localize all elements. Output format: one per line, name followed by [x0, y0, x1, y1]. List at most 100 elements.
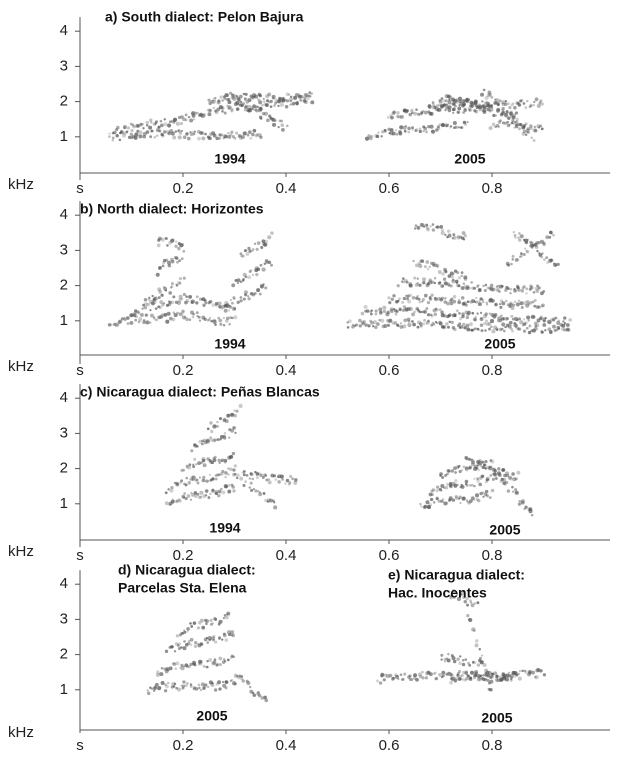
- spectrogram-dot: [494, 303, 498, 306]
- spectrogram-dot: [162, 302, 166, 305]
- spectrogram-dot: [209, 622, 213, 626]
- spectrogram-dot: [232, 95, 236, 99]
- spectrogram-dot: [534, 675, 539, 680]
- spectrogram-dot: [428, 280, 433, 285]
- spectrogram-dot: [528, 509, 533, 514]
- spectrogram-dot: [288, 481, 292, 484]
- spectrogram-dot: [243, 290, 248, 295]
- spectrogram-dot: [304, 93, 309, 97]
- spectrogram-dot: [229, 454, 234, 459]
- spectrogram-dot: [216, 420, 219, 424]
- spectrogram-dot: [483, 289, 487, 293]
- spectrogram-dot: [388, 318, 393, 323]
- y-tick-label: 2: [60, 93, 68, 110]
- spectrogram-dot: [228, 91, 233, 95]
- spectrogram-dot: [439, 499, 443, 503]
- spectrogram-dot: [143, 302, 148, 306]
- spectrogram-dot: [506, 102, 510, 106]
- spectrogram-dot: [137, 320, 141, 324]
- spectrogram-dot: [490, 95, 494, 99]
- spectrogram-dot: [563, 316, 567, 320]
- spectrogram-dot: [468, 499, 473, 504]
- spectrogram-dot: [438, 281, 442, 284]
- spectrogram-dot: [451, 102, 456, 106]
- spectrogram-dot: [521, 132, 526, 136]
- spectrogram-dot: [452, 272, 455, 275]
- spectrogram-dot: [256, 288, 261, 293]
- spectrogram-dot: [533, 326, 538, 331]
- spectrogram-dot: [196, 492, 200, 496]
- spectrogram-dot: [200, 682, 205, 687]
- spectrogram-dot: [111, 138, 115, 142]
- spectrogram-dot: [517, 502, 521, 506]
- spectrogram-dot: [407, 130, 411, 134]
- spectrogram-dot: [518, 327, 522, 331]
- x-tick-label: 0.2: [173, 547, 194, 564]
- spectrogram-dot: [514, 672, 517, 675]
- spectrogram-dot: [487, 321, 492, 326]
- spectrogram-dot: [220, 487, 223, 491]
- spectrogram-dot: [192, 118, 196, 121]
- spectrogram-dot: [540, 102, 544, 106]
- spectrogram-dot: [198, 476, 202, 479]
- spectrogram-dot: [529, 126, 533, 131]
- spectrogram-dot: [346, 326, 350, 329]
- spectrogram-dot: [256, 267, 261, 271]
- spectrogram-dot: [512, 477, 517, 482]
- spectrogram-dot: [461, 659, 465, 662]
- spectrogram-dot: [407, 322, 412, 328]
- spectrogram-dot: [176, 643, 180, 647]
- spectrogram-dot: [505, 673, 510, 678]
- spectrogram-dot: [470, 102, 475, 106]
- spectrogram-dot: [160, 667, 164, 670]
- spectrogram-dot: [451, 278, 455, 282]
- spectrogram-dot: [204, 683, 208, 687]
- spectrogram-dot: [548, 230, 553, 235]
- spectrogram-dot: [465, 286, 469, 291]
- spectrogram-dot: [460, 286, 465, 291]
- spectrogram-dot: [205, 622, 208, 626]
- spectrogram-dot: [243, 249, 247, 253]
- spectrogram-dot: [485, 101, 489, 105]
- spectrogram-dot: [474, 672, 479, 676]
- spectrogram-dot: [136, 129, 140, 133]
- spectrogram-dot: [129, 122, 133, 126]
- spectrogram-dot: [496, 102, 500, 106]
- spectrogram-dot: [230, 412, 235, 417]
- year-label: 2005: [454, 151, 485, 167]
- spectrogram-dot: [560, 327, 564, 331]
- spectrogram-dot: [430, 261, 434, 265]
- spectrogram-dot: [411, 126, 415, 130]
- spectrogram-dot: [261, 111, 266, 116]
- spectrogram-dot: [511, 258, 514, 261]
- spectrogram-dot: [394, 674, 399, 679]
- spectrogram-dot: [233, 315, 238, 320]
- spectrogram-dot: [160, 237, 165, 242]
- spectrogram-dot: [360, 320, 365, 325]
- spectrogram-dot: [486, 102, 490, 106]
- spectrogram-dot: [533, 242, 538, 247]
- spectrogram-dot: [529, 300, 533, 305]
- spectrogram-dot: [460, 296, 465, 300]
- spectrogram-dot: [222, 434, 226, 438]
- spectrogram-dot: [471, 497, 476, 502]
- y-tick-label: 3: [60, 610, 68, 627]
- spectrogram-dot: [232, 97, 237, 101]
- spectrogram-dot: [489, 679, 494, 684]
- spectrogram-dot: [293, 95, 298, 100]
- spectrogram-dot: [172, 662, 175, 665]
- x-tick-label: 0.4: [276, 180, 297, 197]
- spectrogram-dot: [180, 468, 184, 472]
- spectrogram-dot: [458, 311, 461, 315]
- spectrogram-dot: [444, 297, 447, 300]
- spectrogram-dot: [248, 249, 252, 253]
- spectrogram-dot: [440, 653, 444, 657]
- spectrogram-dot: [208, 658, 213, 662]
- spectrogram-dot: [271, 94, 276, 99]
- spectrogram-dot: [272, 474, 277, 478]
- spectrogram-dot: [200, 461, 203, 465]
- spectrogram-dot: [239, 299, 243, 303]
- spectrogram-dot: [507, 475, 512, 480]
- spectrogram-dot: [379, 311, 383, 314]
